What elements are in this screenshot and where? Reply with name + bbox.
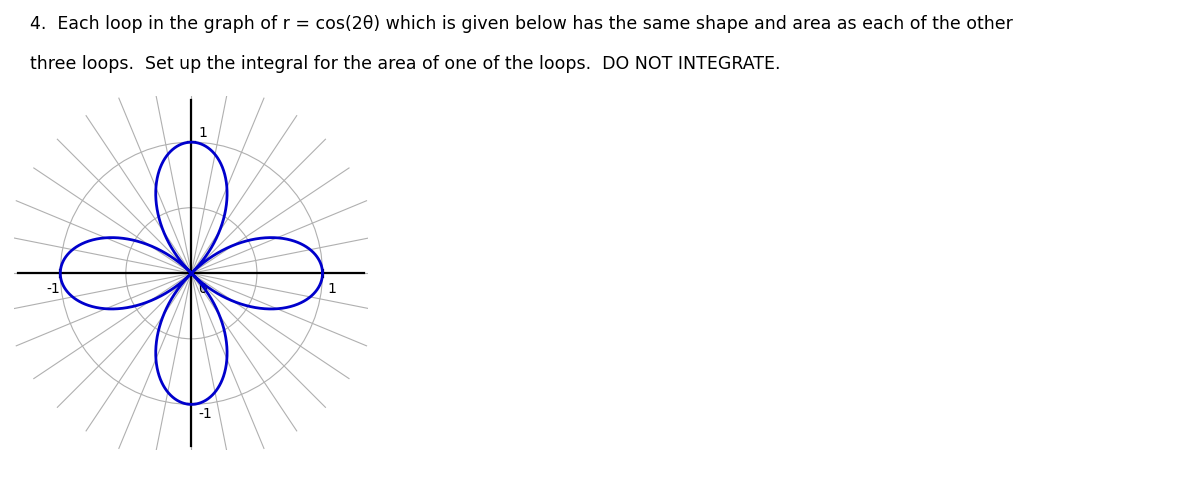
Text: -1: -1 [198,407,211,421]
Text: -1: -1 [47,283,60,296]
Text: 1: 1 [328,283,337,296]
Text: three loops.  Set up the integral for the area of one of the loops.  DO NOT INTE: three loops. Set up the integral for the… [30,55,780,73]
Text: 1: 1 [198,125,206,140]
Text: 0: 0 [198,283,206,296]
Text: 4.  Each loop in the graph of r = cos(2θ) which is given below has the same shap: 4. Each loop in the graph of r = cos(2θ)… [30,15,1013,33]
